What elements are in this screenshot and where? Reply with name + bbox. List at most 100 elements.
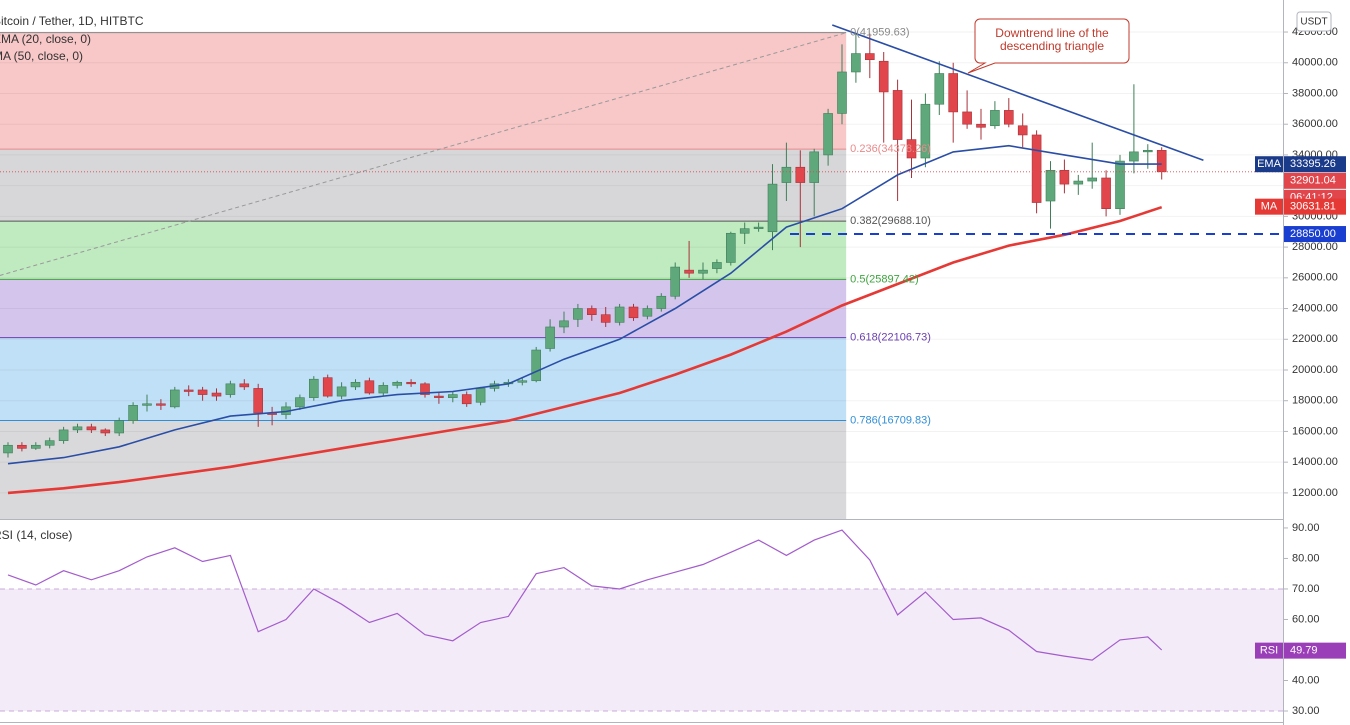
support-value: 28850.00	[1290, 228, 1336, 240]
candle-body	[976, 123, 986, 128]
candle-body	[392, 381, 403, 386]
candle-body	[990, 110, 1000, 127]
candle-body	[336, 386, 347, 397]
candle-body	[573, 308, 583, 320]
chart-title: Bitcoin / Tether, 1D, HITBTC	[0, 14, 144, 28]
candle-body	[1143, 150, 1153, 153]
y-tick-label: 24000.00	[1292, 302, 1338, 314]
candle-body	[183, 389, 194, 392]
fib-label: 0.786(16709.83)	[850, 414, 931, 426]
candle-body	[58, 429, 69, 441]
candle-body	[447, 394, 458, 398]
rsi-line	[7, 529, 1163, 661]
candle-body	[1129, 151, 1139, 162]
candle-body	[1115, 160, 1125, 209]
candle-body	[851, 53, 861, 73]
y-tick-label: 20000.00	[1292, 364, 1338, 376]
rsi-tag: RSI	[1260, 645, 1278, 657]
candle-body	[767, 183, 778, 233]
candle-body	[156, 403, 166, 406]
y-tick-label: 28000.00	[1292, 241, 1338, 253]
y-tick-label: 26000.00	[1292, 272, 1338, 284]
legend-ema: EMA (20, close, 0)	[0, 32, 91, 46]
ma-tag-box	[1255, 198, 1283, 215]
candle-body	[823, 113, 833, 156]
y-tick-label: 14000.00	[1292, 456, 1338, 468]
ema-value: 33395.26	[1290, 158, 1336, 170]
candle-body	[295, 397, 305, 408]
fib-zone	[0, 149, 847, 222]
candle-body	[753, 226, 764, 229]
candle-body	[712, 262, 722, 269]
candle-body	[114, 420, 124, 434]
candle-body	[1003, 110, 1014, 125]
candle-body	[100, 429, 111, 434]
candle-body	[1156, 150, 1167, 173]
rsi-y-tick-label: 60.00	[1292, 613, 1320, 625]
candle-body	[684, 269, 694, 274]
y-tick-label: 16000.00	[1292, 425, 1338, 437]
callout-box	[967, 18, 1130, 74]
candle-body	[308, 378, 319, 398]
candle-body	[920, 103, 931, 159]
fib-zone	[0, 32, 847, 150]
candle-body	[17, 444, 27, 449]
candle-body	[934, 73, 945, 105]
candle-body	[586, 308, 597, 315]
candle-body	[406, 381, 416, 385]
candle-body	[795, 166, 806, 183]
candle-body	[892, 90, 903, 140]
candle-body	[420, 383, 430, 395]
fib-label: 0.618(22106.73)	[850, 332, 931, 344]
candle-body	[906, 139, 917, 159]
candle-body	[670, 266, 681, 297]
main-layer	[0, 24, 1283, 661]
rsi-tag-box	[1255, 642, 1283, 659]
rsi-y-tick-label: 80.00	[1292, 552, 1320, 564]
rsi-value-box	[1284, 642, 1346, 659]
candle-body	[378, 385, 389, 394]
candle-body	[475, 388, 486, 403]
candle-body	[364, 380, 375, 394]
last-price: 32901.04	[1290, 175, 1336, 187]
ma-value-box	[1284, 198, 1346, 215]
last-price-box	[1284, 172, 1346, 189]
legend-ma: MA (50, close, 0)	[0, 49, 83, 63]
candle-body	[434, 395, 444, 398]
rsi-y-tick-label: 40.00	[1292, 674, 1320, 686]
candle-body	[197, 389, 208, 395]
trendline	[831, 24, 1204, 162]
candle-body	[3, 444, 13, 454]
fib-label: 0.5(25897.42)	[850, 273, 919, 285]
candle-body	[642, 308, 653, 317]
candle-body	[461, 394, 472, 405]
candle-body	[725, 232, 736, 263]
candle-body	[739, 228, 750, 234]
candle-body	[86, 426, 97, 431]
indicator-line	[7, 144, 1162, 465]
currency-box	[1296, 11, 1332, 32]
fib-label: 0(41959.63)	[850, 27, 909, 39]
y-tick-label: 38000.00	[1292, 87, 1338, 99]
candle-body	[72, 426, 83, 431]
currency: USDT	[1300, 17, 1327, 28]
candle-body	[614, 306, 625, 323]
fib-label: 0.236(34378.26)	[850, 143, 931, 155]
candle-body	[253, 388, 263, 414]
rsi-band	[0, 588, 1283, 712]
rsi-y-tick-label: 30.00	[1292, 705, 1320, 717]
candle-body	[225, 383, 236, 395]
support-value-box	[1284, 226, 1346, 243]
rsi-value: 49.79	[1290, 645, 1318, 657]
fib-zone	[0, 337, 847, 421]
candle-body	[1059, 169, 1070, 185]
y-tick-label: 18000.00	[1292, 395, 1338, 407]
candle-body	[1101, 177, 1111, 209]
fib-zone	[0, 221, 847, 280]
candle-body	[962, 111, 972, 125]
candle-body	[1017, 125, 1028, 136]
candle-body	[322, 377, 333, 397]
ma-value: 30631.81	[1290, 201, 1336, 213]
